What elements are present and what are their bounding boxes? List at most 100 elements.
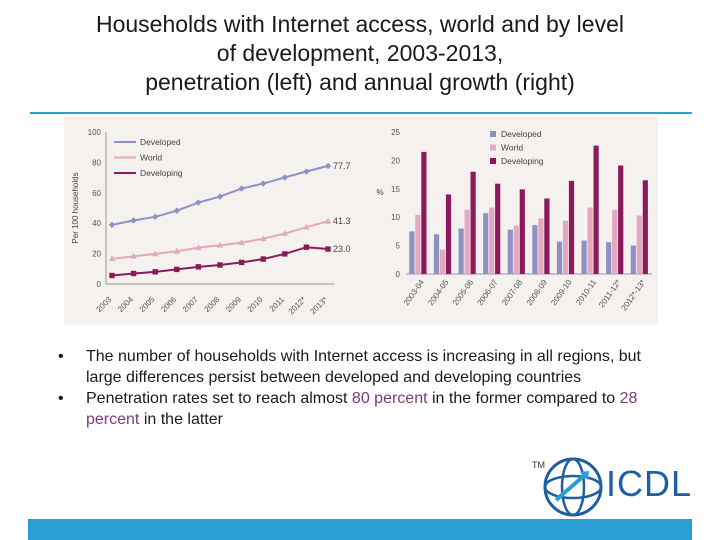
x-tick-label: 2011: [268, 295, 287, 314]
bar-developed: [532, 225, 538, 274]
y-tick-label: 100: [88, 128, 102, 137]
slide-title: Households with Internet access, world a…: [0, 10, 720, 97]
bar-developed: [483, 213, 489, 274]
data-point: [303, 168, 310, 175]
end-value-label: 23.0: [333, 244, 351, 254]
data-point: [216, 241, 224, 248]
x-tick-label: 2006-07: [476, 278, 501, 308]
globe-arrow-icon: [543, 457, 603, 517]
bar-developed: [433, 234, 440, 274]
bar-world: [562, 220, 569, 274]
data-point: [216, 193, 224, 200]
bar-world: [538, 218, 544, 274]
bullet-dot: •: [58, 390, 64, 407]
bar-world: [439, 249, 446, 274]
data-point: [174, 266, 180, 273]
bar-developing: [618, 165, 624, 274]
series-line-developing: [111, 246, 329, 277]
title-line-1: Households with Internet access, world a…: [95, 11, 624, 37]
data-point: [195, 244, 202, 251]
footer-bar: [28, 519, 692, 540]
x-tick-label: 2008: [202, 295, 221, 314]
x-tick-label: 2004-05: [426, 278, 451, 308]
data-point: [260, 235, 267, 242]
data-point: [130, 252, 137, 259]
legend-label: World: [140, 153, 162, 163]
data-point: [238, 239, 245, 246]
bar-developing: [568, 180, 575, 274]
bar-developed: [458, 228, 464, 274]
data-point: [238, 185, 245, 192]
bar-developed: [507, 229, 513, 274]
data-point: [130, 270, 137, 277]
legend-label: Developed: [140, 137, 181, 147]
bar-developed: [630, 245, 636, 274]
y-tick-label: 5: [396, 242, 401, 251]
y-tick-label: 60: [92, 189, 101, 198]
legend-swatch-world: [490, 144, 496, 151]
y-tick-label: 20: [391, 156, 400, 165]
x-tick-label: 2004: [116, 295, 135, 314]
x-tick-label: 2003: [94, 295, 113, 314]
bar-developed: [556, 241, 563, 274]
bar-developing: [642, 180, 648, 274]
data-point: [281, 230, 288, 236]
x-tick-label: 2007-08: [500, 278, 525, 308]
x-tick-label: 2011-12*: [597, 278, 623, 309]
end-value-label: 77.7: [333, 161, 351, 171]
bar-developed: [409, 231, 415, 274]
bullet-dot: •: [58, 348, 64, 365]
bar-developing: [421, 151, 427, 274]
x-tick-label: 2012*-13*: [620, 278, 648, 312]
data-point: [173, 247, 180, 254]
x-tick-label: 2005: [138, 295, 157, 314]
bullet-text: in the latter: [139, 411, 223, 428]
data-point: [109, 272, 115, 279]
bar-developed: [581, 240, 587, 274]
data-point: [238, 259, 245, 266]
bullet-text: Penetration rates set to reach almost: [86, 390, 352, 407]
bar-world: [513, 225, 519, 274]
x-tick-label: 2008-09: [525, 278, 550, 308]
title-line-3: penetration (left) and annual growth (ri…: [145, 69, 575, 95]
series-line-world: [111, 220, 329, 260]
y-tick-label: 20: [92, 250, 101, 259]
data-point: [152, 269, 158, 275]
data-point: [195, 199, 202, 206]
bullet-text: The number of households with Internet a…: [86, 348, 641, 386]
bar-world: [612, 209, 618, 274]
legend-label: Developing: [140, 168, 183, 178]
x-tick-label: 2010-11: [574, 278, 598, 307]
data-point: [195, 264, 202, 270]
bar-world: [587, 207, 593, 274]
data-point: [130, 217, 137, 224]
bar-developing: [519, 189, 525, 274]
y-axis-label: %: [376, 188, 383, 197]
bar-world: [636, 215, 642, 274]
bar-world: [489, 207, 495, 274]
legend-label: Developed: [501, 129, 542, 139]
legend-swatch-developing: [490, 158, 496, 164]
x-tick-label: 2007: [181, 295, 200, 314]
x-tick-label: 2003-04: [402, 278, 427, 308]
title-divider: [30, 112, 692, 114]
x-tick-label: 2012*: [287, 295, 308, 316]
bar-developing: [544, 198, 550, 274]
y-tick-label: 10: [391, 213, 400, 222]
logo-wordmark: ICDL: [606, 463, 693, 504]
data-point: [173, 207, 180, 214]
data-point: [303, 223, 310, 230]
y-tick-label: 25: [391, 128, 400, 137]
bar-world: [415, 214, 421, 274]
title-line-2: of development, 2003-2013,: [216, 40, 504, 66]
y-tick-label: 0: [396, 270, 401, 279]
data-point: [260, 180, 267, 187]
x-tick-label: 2013*: [308, 295, 329, 316]
legend-swatch-developed: [490, 131, 496, 137]
data-point: [108, 255, 116, 262]
data-point: [217, 262, 223, 268]
data-point: [303, 244, 310, 250]
bullet-item: • Penetration rates set to reach almost …: [58, 388, 678, 430]
y-tick-label: 0: [97, 280, 102, 289]
